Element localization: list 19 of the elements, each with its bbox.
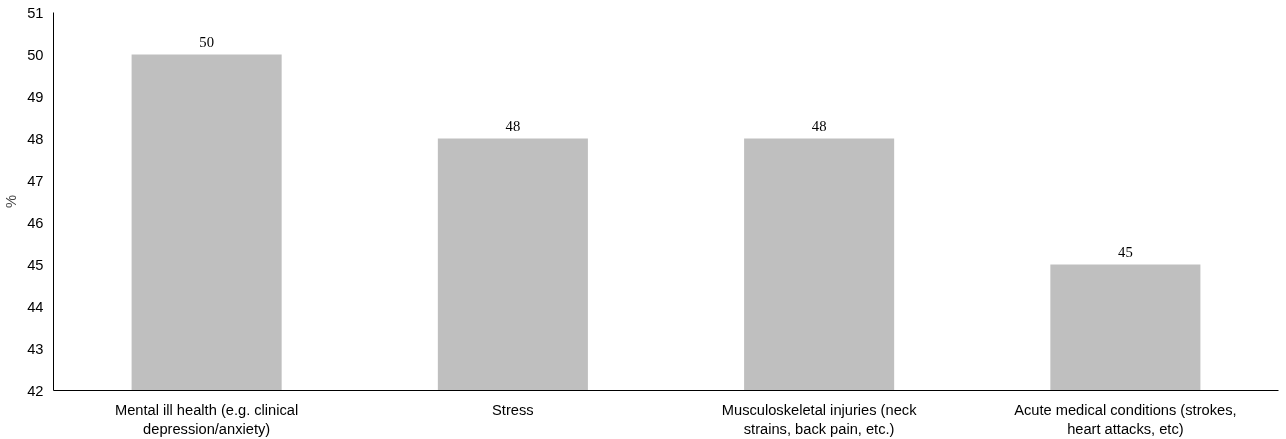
- data-label: 48: [505, 117, 521, 134]
- x-tick-label: Stress: [492, 401, 534, 418]
- y-tick-label: 47: [27, 172, 44, 189]
- y-tick-label: 48: [27, 130, 44, 147]
- x-tick-label: Acute medical conditions (strokes, heart attacks, etc): [1014, 401, 1237, 437]
- x-tick-label: Musculoskeletal injuries (neck strains, back pain, etc.): [721, 401, 918, 437]
- data-label: 45: [1118, 243, 1133, 260]
- x-tick-label: Mental ill health (e.g. clinical depression/anxiety): [114, 401, 299, 437]
- y-tick-label: 46: [27, 214, 44, 231]
- y-tick-label: 42: [27, 382, 44, 399]
- y-tick-label: 50: [27, 46, 44, 63]
- data-label: 50: [199, 33, 214, 50]
- y-tick-label: 44: [27, 298, 44, 315]
- y-tick-label: 45: [27, 256, 44, 273]
- y-axis-title: %: [3, 194, 20, 209]
- data-label: 48: [811, 117, 827, 134]
- y-tick-label: 51: [27, 4, 44, 21]
- y-tick-label: 49: [27, 88, 44, 105]
- y-tick-label: 43: [27, 340, 44, 357]
